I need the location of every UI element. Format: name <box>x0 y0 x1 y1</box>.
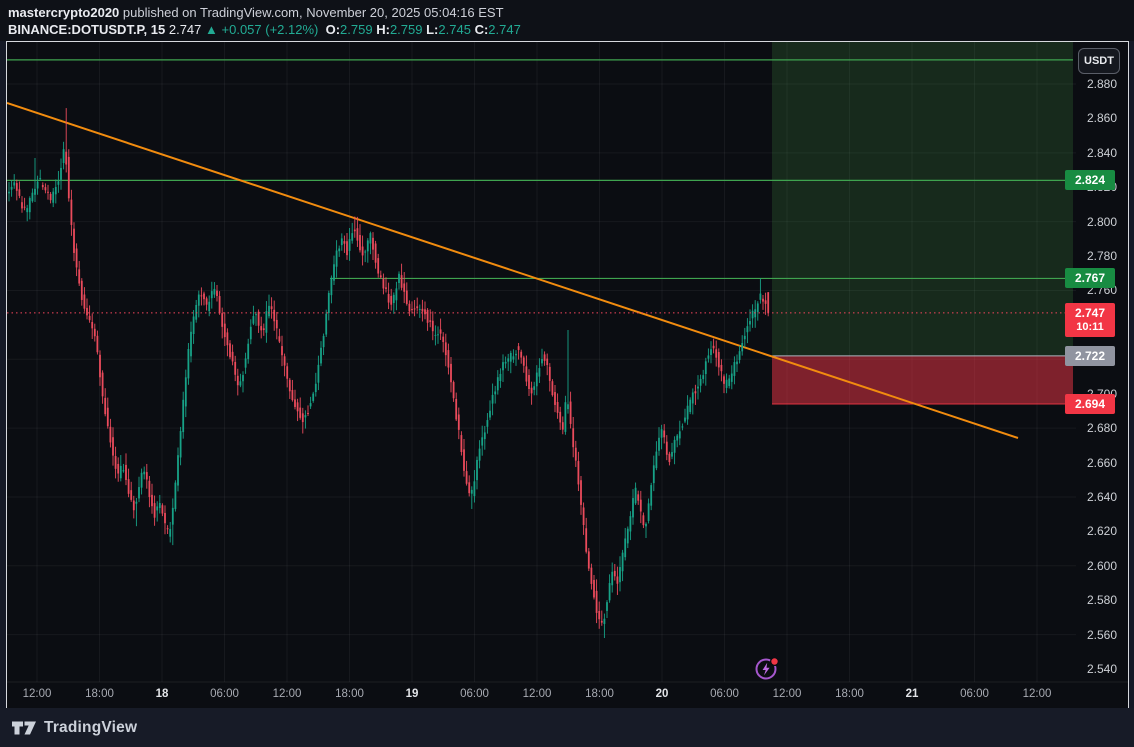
legend-price: 2.747 <box>168 22 202 37</box>
price-badge-stop: 2.694 <box>1065 394 1115 415</box>
open-label: O: <box>325 22 341 37</box>
plot-area[interactable] <box>6 42 1128 683</box>
price-axis-label: 2.580 <box>1086 593 1118 608</box>
price-badge-level: 2.824 <box>1065 170 1115 191</box>
tradingview-logo[interactable]: TradingView <box>12 719 137 737</box>
price-axis-label: 2.860 <box>1086 111 1118 126</box>
price-axis-label: 2.640 <box>1086 489 1118 504</box>
lightning-bolt-icon <box>762 662 770 676</box>
author-username: mastercrypto2020 <box>8 5 120 20</box>
bolt-circle-icon <box>755 658 777 680</box>
tradingview-mark-icon <box>12 721 36 734</box>
time-axis-label: 06:00 <box>710 688 739 700</box>
close-label: C: <box>474 22 489 37</box>
snapshot-header: mastercrypto2020 published on TradingVie… <box>0 0 1134 41</box>
price-axis-label: 2.680 <box>1086 421 1118 436</box>
price-axis-label: 2.880 <box>1086 77 1118 91</box>
time-axis-label: 18:00 <box>835 688 864 700</box>
grid <box>7 42 1128 683</box>
long-position-stop-box[interactable] <box>772 355 1073 405</box>
bar-countdown: 10:11 <box>1076 320 1104 333</box>
footer-bar: TradingView <box>0 708 1134 747</box>
notification-dot <box>771 658 778 665</box>
symbol-legend: BINANCE:DOTUSDT.P, 15 2.747 ▲ +0.057 (+2… <box>8 22 521 37</box>
brand-name: TradingView <box>44 718 138 736</box>
price-axis-label: 2.660 <box>1086 455 1118 470</box>
low-value: 2.745 <box>438 22 471 37</box>
open-value: 2.759 <box>340 22 373 37</box>
streams-event-icon[interactable] <box>754 656 782 682</box>
price-axis-label: 2.840 <box>1086 145 1118 160</box>
price-axis-label: 2.540 <box>1086 662 1118 676</box>
time-axis-label: 12:00 <box>272 688 302 700</box>
long-position-profit-box[interactable] <box>772 42 1073 356</box>
low-label: L: <box>426 22 439 37</box>
close-value: 2.747 <box>488 22 521 37</box>
time-axis-label: 18:00 <box>335 688 364 700</box>
price-axis-label: 2.560 <box>1086 627 1118 642</box>
price-axis-label: 2.780 <box>1086 249 1118 264</box>
price-badge-last: 2.747 10:11 <box>1065 302 1115 337</box>
time-axis-label: 06:00 <box>460 688 489 700</box>
price-scale-axis[interactable]: 2.8802.8602.8402.8202.8002.7802.7602.700… <box>1065 42 1128 682</box>
time-axis-label: 18:00 <box>85 688 114 700</box>
time-axis-label: 12:00 <box>1022 688 1052 700</box>
currency-unit-button[interactable]: USDT <box>1078 48 1120 74</box>
price-axis-label: 2.600 <box>1086 558 1118 573</box>
time-axis-label: 21 <box>905 688 919 700</box>
high-label: H: <box>376 22 390 37</box>
time-axis-label: 18:00 <box>585 688 614 700</box>
time-axis-label: 06:00 <box>210 688 239 700</box>
descending-trendline[interactable] <box>7 102 1019 439</box>
legend-change: ▲ +0.057 (+2.12%) <box>205 22 319 37</box>
published-line: mastercrypto2020 published on TradingVie… <box>8 5 504 20</box>
published-text: published on TradingView.com, November 2… <box>119 5 504 20</box>
time-axis-label: 20 <box>655 688 669 700</box>
time-axis-label: 06:00 <box>960 688 989 700</box>
candles <box>8 108 770 639</box>
time-axis-label: 12:00 <box>772 688 802 700</box>
price-badge-level: 2.767 <box>1065 268 1115 289</box>
symbol-name: BINANCE:DOTUSDT.P, 15 <box>8 22 166 37</box>
time-axis-label: 18 <box>155 688 169 700</box>
time-axis-label: 12:00 <box>22 688 52 700</box>
time-scale-axis[interactable]: 12:00 18:00 18 06:00 12:00 18:00 19 06:00 12:00 1… <box>6 683 1128 708</box>
price-axis-label: 2.800 <box>1086 214 1118 229</box>
price-axis-label: 2.620 <box>1086 524 1118 539</box>
time-axis-label: 12:00 <box>522 688 552 700</box>
high-value: 2.759 <box>389 22 423 37</box>
time-axis-label: 19 <box>405 688 419 700</box>
price-badge-entry: 2.722 <box>1065 345 1115 366</box>
